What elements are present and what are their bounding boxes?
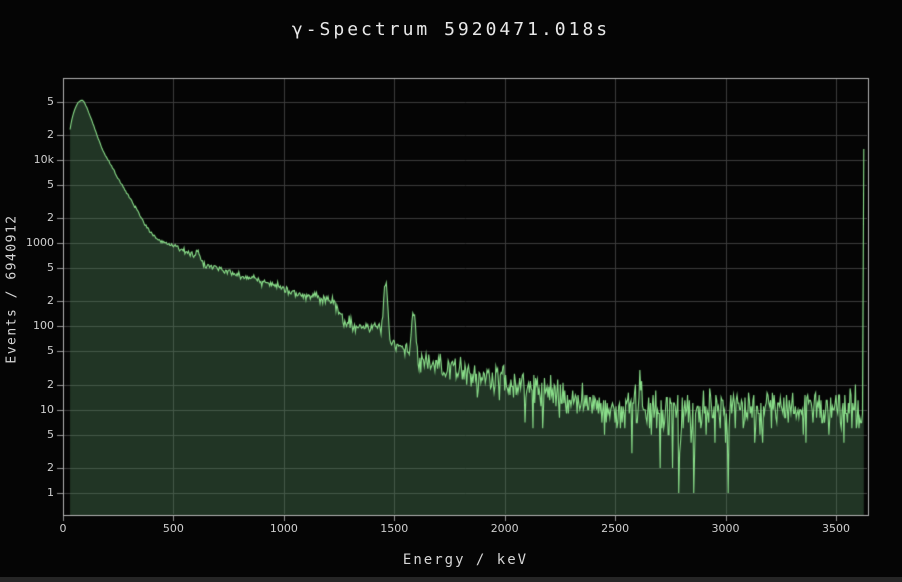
x-tick-label: 1500	[380, 522, 409, 535]
x-axis-title: Energy / keV	[402, 552, 529, 568]
y-tick-label: 10	[40, 402, 54, 416]
y-tick-label: 5	[47, 261, 54, 275]
x-tick-label: 500	[162, 522, 184, 535]
y-tick-label: 100	[33, 319, 54, 333]
y-tick-label: 2	[47, 127, 54, 141]
x-tick-label: 0	[59, 522, 67, 535]
y-tick-label: 2	[47, 211, 54, 225]
y-tick-label: 2	[47, 294, 54, 308]
y-tick-label: 5	[47, 344, 54, 358]
y-tick-label: 2	[47, 377, 54, 391]
y-tick-label: 5	[47, 94, 54, 108]
x-tick-label: 2500	[601, 522, 630, 535]
y-tick-label: 1000	[26, 236, 54, 250]
x-tick-label: 3500	[821, 522, 850, 535]
x-tick-label: 3000	[711, 522, 740, 535]
y-tick-label: 5	[47, 177, 54, 191]
y-tick-label: 10k	[33, 152, 54, 166]
y-tick-label: 5	[47, 427, 54, 441]
x-tick-label: 1000	[269, 522, 298, 535]
x-tick-label: 2000	[490, 522, 519, 535]
y-tick-label: 2	[47, 460, 54, 474]
window-bottom-edge	[0, 577, 902, 582]
y-tick-label: 1	[47, 485, 54, 499]
